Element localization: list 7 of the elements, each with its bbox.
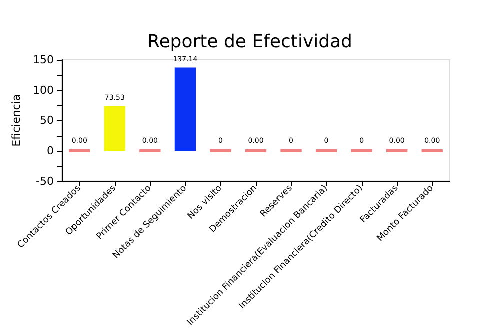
y-axis-title: Eficiencia: [10, 94, 24, 147]
y-tick-label: 100: [33, 84, 54, 97]
y-tick-label: -50: [36, 174, 54, 188]
chart-title: Reporte de Efectividad: [148, 32, 352, 52]
y-tick-label: 150: [33, 54, 54, 66]
y-tick-label: 0: [47, 144, 54, 158]
y-tick-label: 50: [40, 114, 54, 128]
